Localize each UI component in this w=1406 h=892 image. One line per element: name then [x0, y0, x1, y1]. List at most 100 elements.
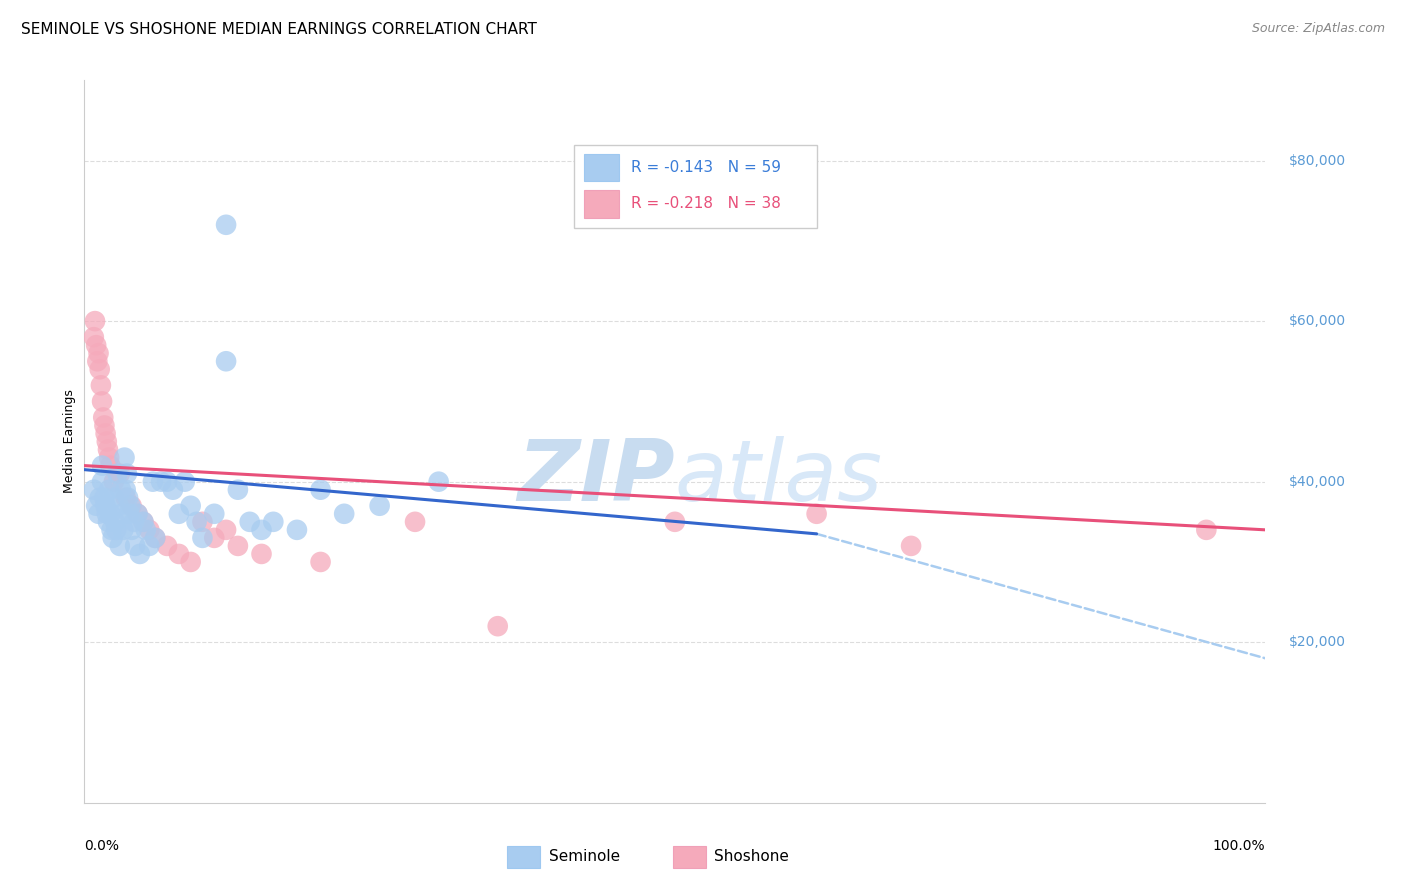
Point	[93, 418, 115, 433]
Point	[98, 458, 121, 473]
Point	[101, 531, 124, 545]
Point	[262, 515, 284, 529]
Text: R = -0.218   N = 38: R = -0.218 N = 38	[631, 196, 782, 211]
Point	[250, 523, 273, 537]
Point	[110, 483, 132, 497]
Text: 100.0%: 100.0%	[1213, 838, 1265, 853]
Point	[167, 507, 190, 521]
Point	[87, 346, 110, 360]
FancyBboxPatch shape	[672, 847, 706, 868]
Point	[180, 555, 202, 569]
Point	[83, 483, 105, 497]
Point	[86, 354, 108, 368]
Point	[124, 539, 146, 553]
Point	[215, 354, 238, 368]
Point	[427, 475, 450, 489]
Point	[103, 491, 125, 505]
FancyBboxPatch shape	[583, 190, 620, 218]
Text: SEMINOLE VS SHOSHONE MEDIAN EARNINGS CORRELATION CHART: SEMINOLE VS SHOSHONE MEDIAN EARNINGS COR…	[21, 22, 537, 37]
Point	[143, 531, 166, 545]
Point	[94, 426, 117, 441]
Point	[142, 475, 165, 489]
Point	[91, 410, 114, 425]
Point	[98, 450, 121, 465]
Point	[118, 507, 141, 521]
Point	[84, 499, 107, 513]
Point	[98, 507, 121, 521]
Point	[180, 499, 202, 513]
Point	[108, 467, 131, 481]
Point	[117, 491, 139, 505]
FancyBboxPatch shape	[575, 145, 817, 228]
Point	[91, 394, 114, 409]
Point	[226, 539, 249, 553]
Text: atlas: atlas	[675, 436, 883, 519]
Point	[91, 475, 114, 489]
Point	[90, 378, 112, 392]
Point	[191, 515, 214, 529]
Point	[98, 483, 121, 497]
Point	[202, 507, 225, 521]
Point	[333, 507, 356, 521]
Point	[215, 218, 238, 232]
Point	[132, 515, 155, 529]
Point	[167, 547, 190, 561]
Point	[94, 499, 117, 513]
Point	[84, 314, 107, 328]
Point	[91, 458, 114, 473]
Point	[664, 515, 686, 529]
Point	[114, 491, 136, 505]
Point	[138, 523, 160, 537]
Point	[186, 515, 208, 529]
Point	[309, 483, 332, 497]
Point	[900, 539, 922, 553]
Point	[368, 499, 391, 513]
Text: $60,000: $60,000	[1289, 314, 1346, 328]
Point	[97, 442, 120, 457]
Point	[486, 619, 509, 633]
FancyBboxPatch shape	[583, 154, 620, 181]
Point	[83, 330, 105, 344]
Point	[89, 362, 111, 376]
Point	[127, 507, 149, 521]
Point	[138, 539, 160, 553]
Point	[309, 555, 332, 569]
Point	[162, 483, 184, 497]
Point	[108, 539, 131, 553]
Text: $80,000: $80,000	[1289, 153, 1346, 168]
Point	[111, 507, 134, 521]
Point	[96, 434, 118, 449]
Point	[114, 483, 136, 497]
Point	[191, 531, 214, 545]
Text: Shoshone: Shoshone	[714, 849, 789, 864]
Point	[122, 515, 145, 529]
Point	[1195, 523, 1218, 537]
Point	[114, 450, 136, 465]
Point	[806, 507, 828, 521]
Text: ZIP: ZIP	[517, 436, 675, 519]
Point	[103, 475, 125, 489]
Point	[404, 515, 426, 529]
Point	[89, 491, 111, 505]
Point	[87, 507, 110, 521]
Text: $40,000: $40,000	[1289, 475, 1346, 489]
Point	[105, 523, 128, 537]
Point	[226, 483, 249, 497]
Point	[121, 523, 143, 537]
FancyBboxPatch shape	[508, 847, 540, 868]
Point	[97, 515, 120, 529]
Point	[127, 507, 149, 521]
Text: $20,000: $20,000	[1289, 635, 1346, 649]
Point	[285, 523, 308, 537]
Point	[128, 547, 150, 561]
Point	[115, 467, 138, 481]
Point	[156, 539, 179, 553]
Point	[120, 499, 142, 513]
Point	[121, 499, 143, 513]
Y-axis label: Median Earnings: Median Earnings	[63, 390, 76, 493]
Point	[100, 523, 122, 537]
Point	[173, 475, 195, 489]
Point	[93, 491, 115, 505]
Point	[215, 523, 238, 537]
Point	[202, 531, 225, 545]
